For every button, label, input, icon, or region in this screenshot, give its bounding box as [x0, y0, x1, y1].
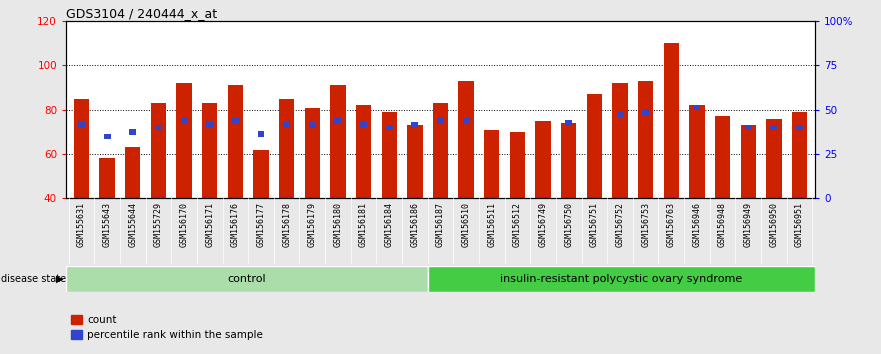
- Text: control: control: [227, 274, 266, 284]
- Text: GSM156177: GSM156177: [256, 201, 265, 246]
- Text: GSM156187: GSM156187: [436, 201, 445, 246]
- Legend: count, percentile rank within the sample: count, percentile rank within the sample: [71, 315, 263, 340]
- Bar: [356, 105, 371, 198]
- Bar: [100, 159, 115, 198]
- Text: GSM155729: GSM155729: [154, 201, 163, 246]
- Bar: [257, 131, 264, 137]
- Bar: [484, 130, 500, 198]
- Bar: [78, 122, 85, 128]
- Bar: [744, 125, 751, 130]
- Text: GSM156178: GSM156178: [282, 201, 291, 246]
- Text: GSM156749: GSM156749: [538, 201, 548, 246]
- Text: ▶: ▶: [56, 274, 63, 284]
- Bar: [104, 133, 111, 139]
- Text: GSM155644: GSM155644: [129, 201, 137, 246]
- Text: GSM155631: GSM155631: [77, 201, 86, 246]
- Text: GSM156171: GSM156171: [205, 201, 214, 246]
- Bar: [612, 83, 627, 198]
- Bar: [227, 85, 243, 198]
- Bar: [411, 122, 418, 128]
- Text: GSM156950: GSM156950: [769, 201, 779, 246]
- Bar: [714, 116, 730, 198]
- Text: GSM156512: GSM156512: [513, 201, 522, 246]
- Text: GSM156184: GSM156184: [385, 201, 394, 246]
- Text: GSM156180: GSM156180: [333, 201, 343, 246]
- Bar: [206, 122, 213, 128]
- Text: GSM156946: GSM156946: [692, 201, 701, 246]
- Bar: [386, 125, 393, 130]
- Bar: [74, 99, 89, 198]
- Text: GSM156751: GSM156751: [590, 201, 599, 246]
- Bar: [130, 129, 137, 135]
- Bar: [561, 123, 576, 198]
- Bar: [407, 125, 423, 198]
- Bar: [437, 118, 444, 124]
- Bar: [381, 112, 397, 198]
- Text: GSM156763: GSM156763: [667, 201, 676, 246]
- Text: GDS3104 / 240444_x_at: GDS3104 / 240444_x_at: [66, 7, 218, 20]
- Bar: [279, 99, 294, 198]
- Bar: [125, 147, 140, 198]
- Text: GSM155643: GSM155643: [102, 201, 112, 246]
- Bar: [232, 118, 239, 124]
- Bar: [463, 118, 470, 124]
- Bar: [360, 122, 367, 128]
- Bar: [458, 81, 474, 198]
- Text: GSM156753: GSM156753: [641, 201, 650, 246]
- Text: GSM156951: GSM156951: [795, 201, 804, 246]
- Text: insulin-resistant polycystic ovary syndrome: insulin-resistant polycystic ovary syndr…: [500, 274, 743, 284]
- Bar: [66, 266, 427, 292]
- Bar: [638, 81, 654, 198]
- Bar: [254, 149, 269, 198]
- Bar: [176, 83, 192, 198]
- Bar: [181, 118, 188, 124]
- Text: GSM156170: GSM156170: [180, 201, 189, 246]
- Bar: [566, 120, 572, 126]
- Text: GSM156949: GSM156949: [744, 201, 752, 246]
- Bar: [309, 122, 315, 128]
- Text: GSM156510: GSM156510: [462, 201, 470, 246]
- Bar: [587, 94, 602, 198]
- Bar: [741, 125, 756, 198]
- Text: GSM156948: GSM156948: [718, 201, 727, 246]
- Bar: [693, 105, 700, 110]
- Text: GSM156186: GSM156186: [411, 201, 419, 246]
- Bar: [427, 266, 815, 292]
- Bar: [433, 103, 448, 198]
- Bar: [766, 119, 781, 198]
- Text: GSM156176: GSM156176: [231, 201, 240, 246]
- Bar: [536, 121, 551, 198]
- Text: GSM156511: GSM156511: [487, 201, 496, 246]
- Bar: [151, 103, 167, 198]
- Bar: [642, 109, 649, 115]
- Bar: [510, 132, 525, 198]
- Bar: [155, 125, 162, 130]
- Bar: [792, 112, 807, 198]
- Text: GSM156181: GSM156181: [359, 201, 368, 246]
- Bar: [283, 122, 290, 128]
- Text: GSM156752: GSM156752: [616, 201, 625, 246]
- Bar: [305, 108, 320, 198]
- Text: GSM156179: GSM156179: [307, 201, 317, 246]
- Text: disease state: disease state: [1, 274, 66, 284]
- Bar: [202, 103, 218, 198]
- Bar: [663, 44, 679, 198]
- Bar: [335, 118, 341, 124]
- Bar: [617, 112, 624, 117]
- Text: GSM156750: GSM156750: [564, 201, 574, 246]
- Bar: [689, 105, 705, 198]
- Bar: [770, 125, 777, 130]
- Bar: [330, 85, 345, 198]
- Bar: [796, 125, 803, 130]
